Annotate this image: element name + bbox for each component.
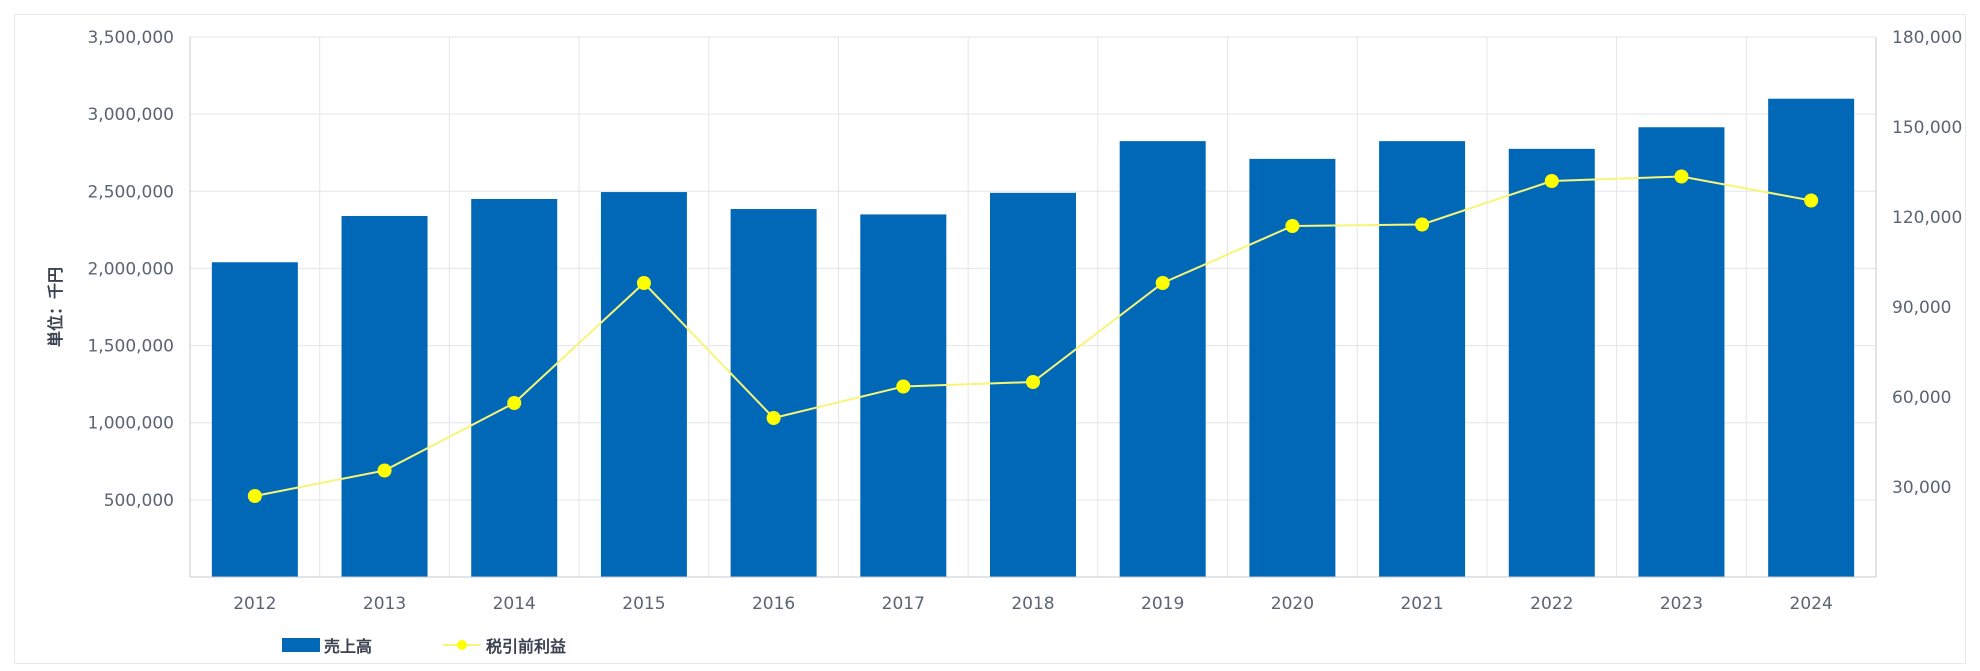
x-tick-label: 2022 — [1530, 594, 1573, 614]
y-right-tick-label: 90,000 — [1892, 298, 1951, 318]
point-profit-2018[interactable] — [1026, 375, 1040, 389]
bar-sales-2014[interactable] — [471, 199, 558, 577]
y-right-tick-label: 150,000 — [1892, 118, 1962, 138]
y-left-tick-label: 500,000 — [104, 491, 174, 511]
legend[interactable]: 売上高 税引前利益 — [282, 637, 566, 656]
x-tick-label: 2014 — [493, 594, 536, 614]
bars-sales — [211, 98, 1855, 578]
point-profit-2014[interactable] — [507, 396, 522, 410]
x-tick-label: 2015 — [622, 594, 665, 614]
point-profit-2012[interactable] — [247, 489, 262, 503]
legend-item-sales[interactable]: 売上高 — [282, 637, 372, 656]
point-profit-2015[interactable] — [636, 276, 651, 290]
y-left-tick-label: 3,000,000 — [87, 105, 174, 125]
y-right-tick-label: 30,000 — [1892, 478, 1951, 498]
x-tick-label: 2018 — [1011, 594, 1054, 614]
point-profit-2017[interactable] — [896, 379, 911, 394]
y-left-tick-label: 2,500,000 — [87, 182, 174, 202]
axes — [189, 37, 1877, 578]
bar-sales-2023[interactable] — [1638, 127, 1725, 577]
legend-swatch-sales — [282, 638, 320, 652]
bar-sales-2013[interactable] — [341, 215, 428, 577]
bar-sales-2019[interactable] — [1119, 141, 1206, 577]
line-profit — [247, 169, 1819, 503]
y-right-tick-label: 120,000 — [1892, 208, 1962, 228]
legend-swatch-profit-marker — [457, 640, 467, 650]
x-tick-label: 2019 — [1141, 594, 1184, 614]
y-axis-left-ticks: 500,000 1,000,000 1,500,000 2,000,000 2,500,… — [87, 28, 174, 511]
legend-label-profit: 税引前利益 — [486, 637, 566, 656]
bar-sales-2021[interactable] — [1379, 141, 1466, 577]
x-tick-label: 2012 — [233, 594, 276, 614]
point-profit-2022[interactable] — [1544, 174, 1559, 188]
x-tick-label: 2016 — [752, 594, 795, 614]
bar-sales-2024[interactable] — [1768, 98, 1855, 577]
bar-sales-2016[interactable] — [730, 209, 817, 577]
x-tick-label: 2024 — [1790, 594, 1833, 614]
x-tick-label: 2020 — [1271, 594, 1314, 614]
x-tick-label: 2013 — [363, 594, 406, 614]
x-tick-label: 2021 — [1400, 594, 1443, 614]
gridlines — [190, 36, 1876, 577]
point-profit-2016[interactable] — [766, 411, 781, 425]
bar-sales-2017[interactable] — [860, 214, 947, 577]
y-right-tick-label: 60,000 — [1892, 388, 1951, 408]
legend-label-sales: 売上高 — [324, 637, 372, 656]
x-tick-label: 2017 — [882, 594, 925, 614]
y-right-tick-label: 180,000 — [1892, 28, 1962, 48]
point-profit-2021[interactable] — [1415, 217, 1430, 232]
y-axis-title: 単位：千円 — [46, 267, 65, 347]
point-profit-2024[interactable] — [1804, 193, 1819, 208]
x-tick-label: 2023 — [1660, 594, 1703, 614]
point-profit-2020[interactable] — [1285, 219, 1300, 233]
y-left-tick-label: 2,000,000 — [87, 259, 174, 279]
bar-sales-2015[interactable] — [600, 192, 687, 578]
bar-sales-2012[interactable] — [211, 262, 298, 577]
point-profit-2019[interactable] — [1155, 276, 1170, 290]
y-left-tick-label: 1,500,000 — [87, 337, 174, 357]
chart-frame — [14, 14, 1966, 664]
bar-sales-2022[interactable] — [1508, 148, 1595, 577]
y-left-tick-label: 1,000,000 — [87, 414, 174, 434]
x-axis-ticks: 2012 2013 2014 2015 2016 2017 2018 2019 2020 2021… — [233, 594, 1833, 614]
legend-item-profit[interactable]: 税引前利益 — [443, 637, 566, 656]
point-profit-2023[interactable] — [1674, 169, 1689, 184]
point-profit-2013[interactable] — [377, 463, 392, 478]
y-left-tick-label: 3,500,000 — [87, 28, 174, 48]
y-axis-right-ticks: 30,000 60,000 90,000 120,000 150,000 180,000 — [1892, 28, 1962, 498]
